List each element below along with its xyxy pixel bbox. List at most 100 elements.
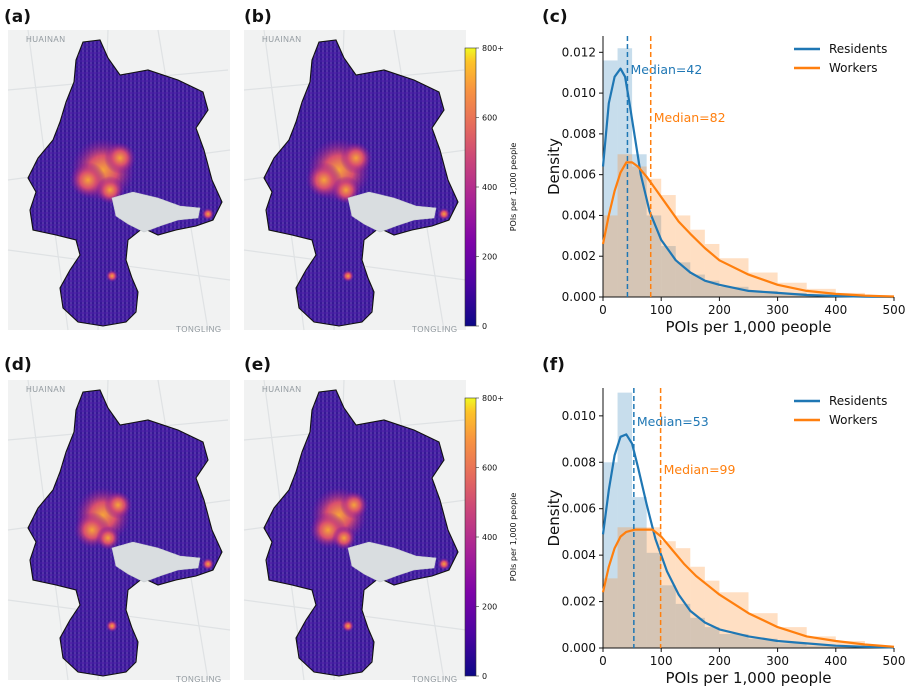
- median-label-residents: Median=42: [630, 62, 702, 77]
- y-tick-label: 0.008: [562, 455, 596, 469]
- x-axis-title: POIs per 1,000 people: [665, 318, 831, 336]
- hist-bar-residents: [748, 290, 778, 297]
- hotspot: [340, 142, 372, 174]
- legend-label-workers: Workers: [829, 413, 878, 427]
- hotspot: [104, 491, 132, 519]
- colorbar-label: POIs per 1,000 people: [509, 493, 518, 582]
- city-region-shape: [263, 389, 459, 677]
- hotspot: [96, 526, 120, 550]
- density-chart-c: Median=42 Median=82 0 100 200 300 400 500 0.000 0…: [545, 36, 905, 336]
- map-city-label-top: HUAINAN: [262, 385, 302, 394]
- colorbar-tick-label: 200: [482, 603, 497, 612]
- panel-label-e: (e): [244, 355, 271, 375]
- hist-bar-residents: [675, 262, 691, 297]
- y-tick-label: 0.004: [562, 548, 596, 562]
- hist-bar-residents: [646, 552, 662, 648]
- hist-bar-workers: [646, 178, 662, 297]
- hotspot: [438, 558, 450, 570]
- x-tick-label: 0: [599, 303, 607, 317]
- y-tick-label: 0.010: [562, 86, 596, 100]
- hist-bar-residents: [632, 154, 647, 297]
- colorbar-gradient: [464, 397, 477, 677]
- hist-bar-residents: [617, 48, 633, 297]
- colorbar-label: POIs per 1,000 people: [509, 143, 518, 232]
- kde-line-workers: [601, 161, 895, 298]
- hotspot: [438, 208, 450, 220]
- x-tick-label: 300: [766, 654, 789, 668]
- hist-bar-workers: [835, 641, 865, 648]
- y-tick-label: 0.000: [562, 641, 596, 655]
- hist-bar-workers: [675, 215, 691, 297]
- hist-bar-workers: [690, 566, 705, 648]
- hotspot: [340, 491, 368, 519]
- x-axis-title: POIs per 1,000 people: [665, 669, 831, 687]
- hotspot: [106, 270, 118, 282]
- hist-bar-workers: [806, 636, 836, 648]
- map-city-label-bottom: TONGLING: [412, 325, 458, 334]
- hotspot: [104, 142, 136, 174]
- hotspot: [202, 558, 214, 570]
- colorbar-tick-label: 400: [482, 183, 497, 192]
- panel-label-c: (c): [542, 7, 568, 27]
- hist-bar-residents: [690, 274, 705, 297]
- hist-bar-workers: [646, 527, 662, 648]
- hist-bar-workers: [719, 258, 749, 297]
- hist-bar-residents: [661, 246, 676, 297]
- x-tick-label: 100: [650, 303, 673, 317]
- colorbar-tick-label: 400: [482, 533, 497, 542]
- map-city-label-top: HUAINAN: [26, 385, 66, 394]
- colorbar-top: POIs per 1,000 people 0 200 400 600 800+: [464, 44, 518, 331]
- colorbar-gradient: [464, 47, 477, 327]
- hist-bar-workers: [617, 527, 633, 648]
- hist-bar-residents: [704, 627, 720, 648]
- map-panel-e: HUAINAN TONGLING: [243, 379, 467, 684]
- map-city-label-bottom: TONGLING: [412, 675, 458, 684]
- y-axis-title: Density: [545, 489, 563, 546]
- hist-bar-residents: [748, 638, 778, 648]
- hotspot: [342, 620, 354, 632]
- hist-bar-residents: [661, 585, 676, 648]
- lake: [347, 191, 437, 233]
- median-label-workers: Median=99: [664, 462, 736, 477]
- hist-bar-workers: [675, 548, 691, 648]
- y-axis-title: Density: [545, 138, 563, 195]
- x-tick-label: 400: [824, 654, 847, 668]
- hist-bar-residents: [690, 617, 705, 648]
- legend-label-workers: Workers: [829, 61, 878, 75]
- colorbar-tick-label: 800+: [482, 394, 504, 403]
- panel-label-f: (f): [542, 355, 565, 375]
- kde-line-residents: [601, 67, 895, 299]
- hist-bar-workers: [661, 195, 676, 297]
- hist-bar-workers: [632, 527, 647, 648]
- hotspot: [332, 526, 356, 550]
- hist-bar-workers: [704, 580, 720, 648]
- x-tick-label: 100: [650, 654, 673, 668]
- hist-bar-workers: [632, 166, 647, 297]
- hotspot: [342, 270, 354, 282]
- colorbar-tick-label: 200: [482, 253, 497, 262]
- y-tick-label: 0.010: [562, 409, 596, 423]
- y-tick-label: 0.004: [562, 208, 596, 222]
- map-city-label-bottom: TONGLING: [176, 675, 222, 684]
- x-tick-label: 500: [883, 303, 906, 317]
- hist-bar-workers: [603, 578, 618, 648]
- map-panel-a: HUAINAN TONGLING: [7, 29, 231, 334]
- colorbar-bottom: POIs per 1,000 people 0 200 400 600 800+: [464, 394, 518, 681]
- density-chart-f: Median=53 Median=99 0 100 200 300 400 500 0.000 0…: [545, 388, 905, 687]
- colorbar-tick-label: 800+: [482, 44, 504, 53]
- hist-bar-workers: [690, 229, 705, 297]
- legend-label-residents: Residents: [829, 42, 887, 56]
- x-tick-label: 500: [883, 654, 906, 668]
- panel-label-b: (b): [244, 7, 272, 27]
- hist-bar-residents: [719, 286, 749, 297]
- panel-label-d: (d): [4, 355, 32, 375]
- hist-bar-residents: [675, 603, 691, 648]
- kde-line-residents: [601, 433, 895, 649]
- y-tick-label: 0.002: [562, 249, 596, 263]
- hist-bar-residents: [719, 634, 749, 648]
- map-city-label-bottom: TONGLING: [176, 325, 222, 334]
- hotspot: [106, 620, 118, 632]
- lake: [111, 191, 201, 233]
- hist-bar-residents: [806, 645, 836, 648]
